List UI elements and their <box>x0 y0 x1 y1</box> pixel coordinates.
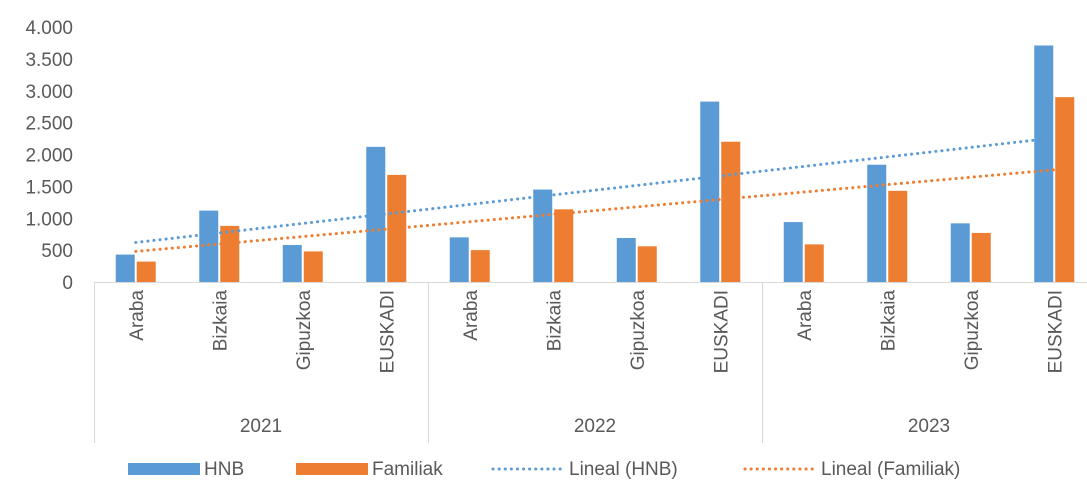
bar-familiak <box>637 246 657 282</box>
legend-label: HNB <box>204 459 244 480</box>
y-tick-label: 2.500 <box>25 114 73 135</box>
x-category-label: Gipuzkoa <box>962 290 983 371</box>
bar-hnb <box>449 237 469 282</box>
x-category-label: Gipuzkoa <box>294 290 315 371</box>
x-category-label: Araba <box>127 290 148 341</box>
legend-label: Lineal (Familiak) <box>821 459 960 480</box>
bar-familiak <box>220 225 240 282</box>
y-tick-label: 3.500 <box>25 50 73 71</box>
bar-hnb <box>366 146 386 282</box>
bar-hnb <box>783 222 803 282</box>
bar-hnb <box>700 101 720 283</box>
legend-swatch <box>128 463 200 475</box>
y-tick-label: 4.000 <box>25 18 73 39</box>
bar-familiak <box>470 250 490 282</box>
bars <box>115 45 1075 283</box>
bar-hnb <box>616 238 636 282</box>
x-category-label: Bizkaia <box>210 290 231 352</box>
legend-swatch <box>296 463 368 475</box>
bar-hnb <box>950 223 970 282</box>
x-category-label: EUSKADI <box>377 290 398 373</box>
x-category-label: Bizkaia <box>544 290 565 352</box>
legend-label: Familiak <box>372 459 443 480</box>
bar-familiak <box>1055 97 1075 282</box>
x-group-label: 2023 <box>908 416 950 437</box>
bar-hnb <box>115 254 135 282</box>
bar-hnb <box>867 164 887 282</box>
x-category-label: Araba <box>795 290 816 341</box>
bar-familiak <box>303 251 323 282</box>
bar-familiak <box>971 232 991 282</box>
x-category-label: Gipuzkoa <box>628 290 649 371</box>
x-axis: Araba Bizkaia Gipuzkoa EUSKADI Araba Bizkaia G… <box>94 282 1087 443</box>
y-tick-label: 2.000 <box>25 146 73 167</box>
x-category-label: Araba <box>461 290 482 341</box>
bar-familiak <box>136 261 156 282</box>
trendline-0 <box>134 136 1056 244</box>
y-tick-label: 0 <box>62 273 73 294</box>
legend: HNB Familiak Lineal (HNB) Lineal (Familiak) <box>128 459 960 480</box>
x-category-label: EUSKADI <box>711 290 732 373</box>
legend-label: Lineal (HNB) <box>569 459 678 480</box>
y-tick-label: 500 <box>41 241 73 262</box>
bar-familiak <box>721 141 741 282</box>
bar-familiak <box>888 190 908 282</box>
x-group-label: 2021 <box>240 416 282 437</box>
y-axis: 0 500 1.000 1.500 2.000 2.500 3.000 3.500 4.000 <box>25 18 73 294</box>
y-tick-label: 3.000 <box>25 82 73 103</box>
bar-hnb <box>282 245 302 282</box>
bar-familiak <box>804 244 824 282</box>
trendlines <box>134 136 1056 253</box>
x-category-label: Bizkaia <box>878 290 899 352</box>
bar-hnb <box>1034 45 1054 282</box>
y-tick-label: 1.000 <box>25 209 73 230</box>
bar-hnb <box>533 189 553 282</box>
x-category-label: EUSKADI <box>1045 290 1066 373</box>
y-tick-label: 1.500 <box>25 177 73 198</box>
trendline-1 <box>134 168 1056 253</box>
bar-familiak <box>554 209 574 282</box>
x-group-label: 2022 <box>574 416 616 437</box>
